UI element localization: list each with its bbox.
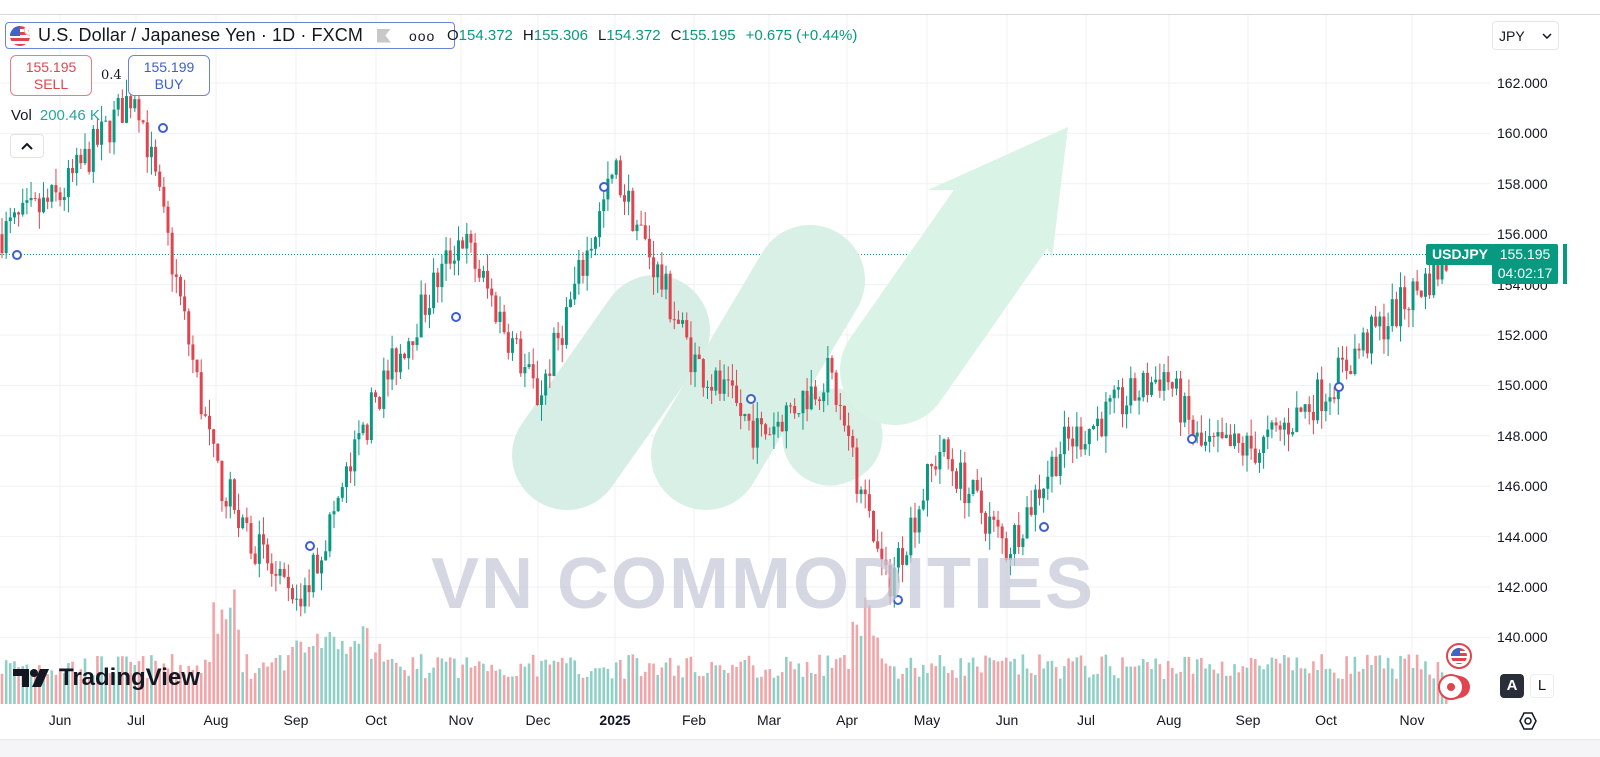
time-tick: Dec: [525, 712, 551, 728]
jpy-flag-icon: [24, 25, 30, 36]
settings-icon[interactable]: [1518, 711, 1538, 731]
price-tick: 160.000: [1497, 125, 1548, 142]
buy-button[interactable]: 155.199 BUY: [128, 55, 210, 96]
last-price: 155.195: [1499, 246, 1551, 262]
watermark-text: VN COMMODITIES: [431, 544, 1096, 624]
chevron-up-icon: [21, 142, 33, 150]
price-change: +0.675 (+0.44%): [745, 27, 858, 44]
time-tick: Feb: [681, 712, 707, 728]
buy-label: BUY: [154, 76, 184, 92]
time-tick: Sep: [283, 712, 309, 728]
price-edge-marker: [1563, 244, 1567, 284]
symbol-title: U.S. Dollar / Japanese Yen · 1D · FXCM: [38, 25, 363, 45]
time-tick: Jul: [127, 712, 145, 728]
more-options-icon[interactable]: ooo: [408, 27, 436, 44]
price-tick: 146.000: [1497, 478, 1548, 495]
collapse-legend-button[interactable]: [10, 134, 44, 158]
symbol-title-box[interactable]: U.S. Dollar / Japanese Yen · 1D · FXCM o…: [5, 22, 455, 49]
sell-price: 155.195: [25, 59, 77, 75]
time-tick: Jun: [48, 712, 72, 728]
sell-label: SELL: [33, 76, 69, 92]
price-tick: 142.000: [1497, 579, 1548, 595]
time-tick: Oct: [1315, 712, 1337, 728]
time-tick: Sep: [1235, 712, 1261, 728]
spread-value: 0.4: [101, 68, 122, 83]
us-event-flag-icon[interactable]: [1446, 643, 1472, 669]
time-tick: Jul: [1077, 712, 1095, 728]
buy-price: 155.199: [143, 59, 195, 75]
symbol-price-tag: USDJPY: [1426, 244, 1495, 265]
bottom-toolbar: [0, 739, 1600, 757]
auto-scale-button[interactable]: A: [1500, 674, 1524, 698]
ohlc-high: H155.306: [522, 27, 588, 44]
time-tick: Nov: [1399, 712, 1425, 728]
usd-flag-icon: [10, 25, 30, 46]
tradingview-logo-icon: [13, 669, 49, 687]
price-tick: 152.000: [1497, 327, 1548, 343]
watermark-logo: [512, 127, 1068, 510]
tradingview-logo-text: TradingView: [59, 664, 200, 691]
price-tick: 158.000: [1497, 175, 1548, 192]
chevron-down-icon: [1542, 32, 1552, 39]
ohlc-close: C155.195: [670, 27, 736, 44]
price-tick: 150.000: [1497, 377, 1548, 394]
price-tick: 148.000: [1497, 427, 1548, 444]
price-chart[interactable]: [0, 15, 1490, 739]
price-tick: 144.000: [1497, 528, 1548, 545]
price-tick: 156.000: [1497, 226, 1548, 243]
ohlc-low: L154.372: [597, 27, 661, 44]
time-tick: 2025: [599, 712, 631, 728]
flag-marker-icon[interactable]: [376, 28, 391, 43]
tradingview-logo[interactable]: TradingView: [13, 664, 200, 692]
price-tick: 140.000: [1497, 629, 1548, 646]
currency-value: JPY: [1499, 27, 1525, 44]
symbol-legend[interactable]: U.S. Dollar / Japanese Yen · 1D · FXCM o…: [5, 22, 455, 49]
time-tick: Mar: [756, 712, 782, 728]
time-tick: Jun: [995, 712, 1019, 728]
last-price-label: 155.195 04:02:17: [1492, 244, 1558, 284]
sell-button[interactable]: 155.195 SELL: [10, 55, 92, 96]
volume-value: 200.46 K: [39, 107, 100, 124]
log-scale-button[interactable]: L: [1530, 674, 1554, 698]
price-tick: 162.000: [1497, 75, 1548, 91]
time-tick: Aug: [1156, 712, 1182, 728]
ohlc-values: O154.372 H155.306 L154.372 C155.195 +0.6…: [447, 27, 857, 44]
ohlc-open: O154.372: [447, 27, 513, 44]
time-tick: May: [913, 712, 941, 728]
time-tick: Apr: [836, 712, 858, 728]
volume-label: Vol: [11, 107, 32, 124]
jp-event-flag-icon[interactable]: [1438, 674, 1464, 700]
top-border: [0, 0, 1600, 15]
bar-countdown: 04:02:17: [1497, 265, 1553, 281]
currency-select[interactable]: JPY: [1492, 21, 1559, 50]
time-tick: Aug: [203, 712, 229, 728]
time-tick: Nov: [448, 712, 474, 728]
time-tick: Oct: [365, 712, 387, 728]
volume-legend: Vol 200.46 K: [11, 107, 100, 124]
